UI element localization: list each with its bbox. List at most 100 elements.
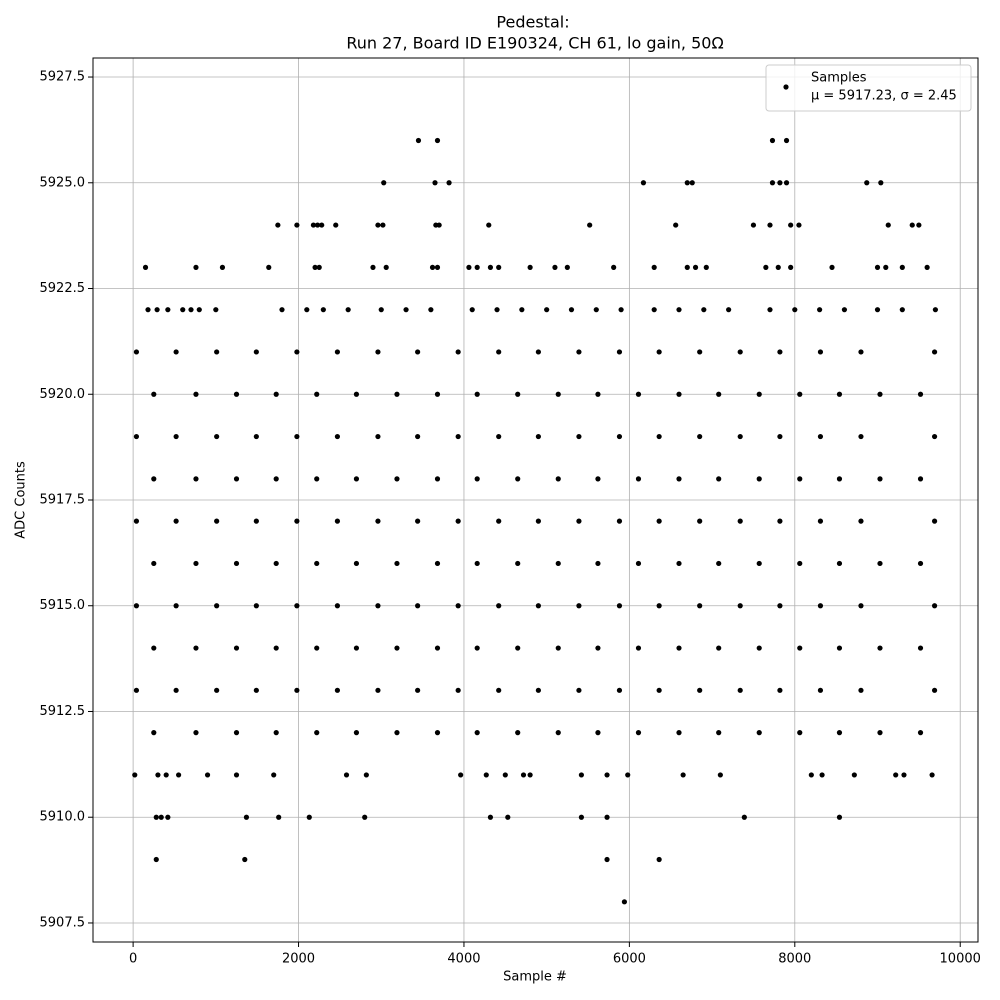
- point: [193, 264, 199, 270]
- point: [334, 603, 341, 609]
- point: [527, 264, 533, 270]
- y-tick-label: 5912.5: [40, 704, 86, 719]
- point: [703, 264, 709, 270]
- point: [314, 560, 320, 567]
- point: [616, 687, 623, 693]
- point: [446, 180, 452, 186]
- point: [767, 307, 773, 313]
- point: [836, 476, 843, 482]
- point: [458, 772, 464, 778]
- point: [874, 264, 881, 270]
- point: [214, 603, 220, 609]
- point: [233, 476, 240, 482]
- point: [595, 560, 601, 567]
- point: [273, 476, 279, 482]
- point: [916, 222, 922, 228]
- point: [656, 433, 662, 440]
- point: [777, 349, 783, 355]
- point: [334, 433, 341, 440]
- point: [836, 391, 843, 397]
- point: [316, 264, 322, 270]
- point: [496, 264, 502, 270]
- point: [153, 856, 159, 863]
- point: [394, 645, 400, 651]
- point: [917, 730, 924, 736]
- legend-label: Samples: [811, 71, 867, 86]
- point: [314, 476, 320, 482]
- point: [535, 433, 541, 440]
- point: [173, 349, 179, 355]
- point: [394, 391, 400, 397]
- point: [496, 433, 502, 440]
- point: [635, 645, 642, 651]
- point: [673, 222, 679, 228]
- point: [817, 433, 824, 440]
- point: [193, 730, 199, 736]
- point: [469, 307, 475, 313]
- point: [173, 603, 179, 609]
- legend-marker: [783, 84, 789, 90]
- point: [153, 814, 159, 820]
- point: [196, 307, 202, 313]
- point: [333, 222, 339, 228]
- x-tick-label: 2000: [282, 952, 315, 967]
- point: [320, 307, 326, 313]
- x-tick-label: 4000: [447, 952, 480, 967]
- point: [314, 645, 320, 651]
- point: [294, 687, 300, 693]
- point: [434, 476, 441, 482]
- point: [535, 687, 541, 693]
- point: [434, 560, 441, 567]
- point: [133, 687, 140, 693]
- point: [403, 307, 409, 313]
- point: [173, 687, 179, 693]
- point: [294, 349, 300, 355]
- y-tick-label: 5910.0: [40, 810, 86, 825]
- point: [716, 730, 722, 736]
- point: [233, 645, 240, 651]
- point: [381, 180, 387, 186]
- point: [253, 603, 259, 609]
- point: [676, 476, 682, 482]
- point: [502, 772, 508, 778]
- point: [716, 645, 722, 651]
- point: [233, 391, 240, 397]
- point: [483, 772, 489, 778]
- point: [487, 264, 494, 270]
- point: [604, 772, 610, 778]
- point: [133, 518, 140, 524]
- point: [133, 433, 140, 440]
- point: [676, 645, 682, 651]
- point: [253, 518, 259, 524]
- point: [769, 137, 776, 144]
- point: [656, 603, 662, 609]
- point: [486, 222, 492, 228]
- point: [455, 349, 461, 355]
- point: [763, 264, 769, 270]
- x-tick-label: 0: [129, 952, 137, 967]
- point: [756, 391, 762, 397]
- point: [836, 560, 843, 567]
- point: [836, 730, 843, 736]
- point: [578, 772, 585, 778]
- y-tick-label: 5920.0: [40, 387, 86, 402]
- point: [817, 349, 824, 355]
- point: [797, 391, 803, 397]
- plot-frame: [92, 57, 979, 943]
- point: [797, 560, 803, 567]
- point: [564, 264, 570, 270]
- point: [165, 814, 171, 820]
- point: [271, 772, 277, 778]
- point: [520, 772, 527, 778]
- point: [635, 560, 642, 567]
- point: [319, 222, 325, 228]
- point: [595, 476, 601, 482]
- point: [656, 518, 662, 524]
- point: [353, 560, 360, 567]
- point: [595, 645, 601, 651]
- point: [535, 603, 541, 609]
- point: [394, 476, 400, 482]
- point: [370, 264, 376, 270]
- point: [587, 222, 593, 228]
- point: [415, 687, 421, 693]
